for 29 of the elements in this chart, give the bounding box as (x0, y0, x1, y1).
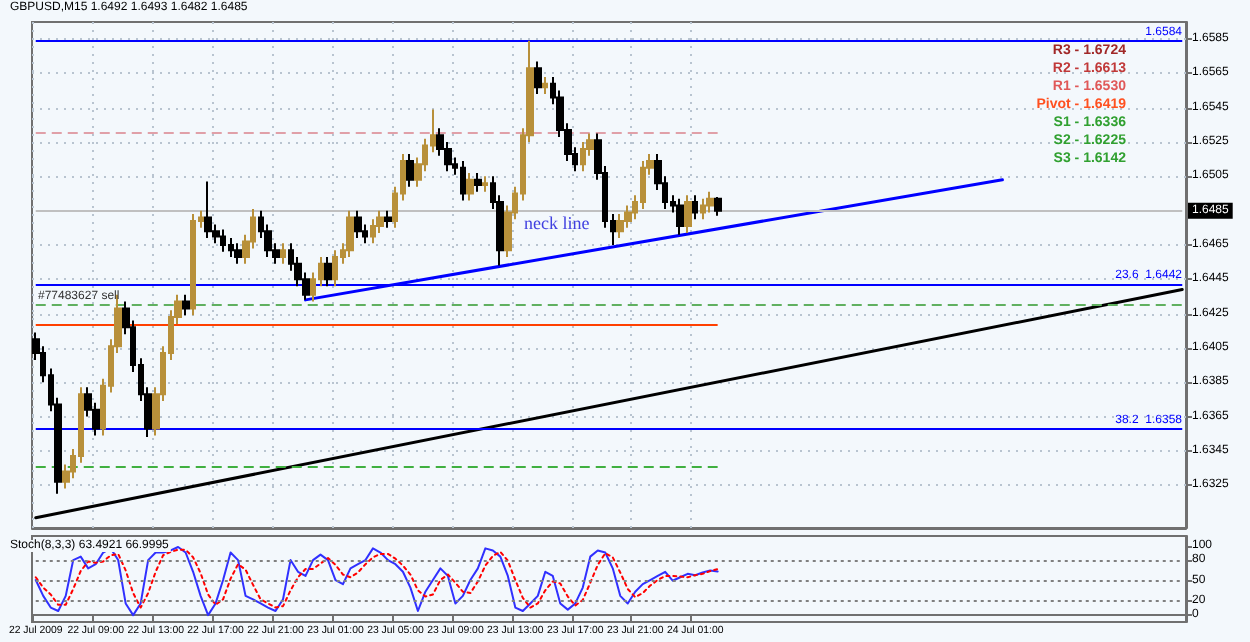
candlestick (534, 60, 542, 96)
annotation: neck line (524, 213, 590, 233)
candlestick (460, 159, 466, 202)
candlestick (234, 242, 242, 265)
candlestick (332, 249, 338, 288)
candlestick (370, 218, 376, 245)
candlestick (714, 195, 722, 217)
candlestick (542, 75, 548, 96)
candlestick (354, 209, 362, 240)
candlestick (324, 255, 332, 288)
candlestick (676, 197, 684, 236)
candlestick (700, 197, 706, 221)
candlestick (580, 141, 586, 173)
candlestick (616, 213, 624, 240)
candlestick (384, 209, 392, 229)
candlestick (182, 293, 190, 317)
candlestick (466, 171, 474, 202)
candlestick (474, 171, 482, 193)
candlestick (482, 175, 488, 193)
candlestick (406, 153, 414, 188)
candlestick (280, 242, 286, 265)
candlestick (706, 190, 714, 214)
candlestick (220, 228, 226, 253)
candlestick (684, 194, 692, 234)
candlestick (346, 209, 354, 258)
candlestick (204, 180, 212, 240)
candlestick (228, 237, 234, 258)
candlestick (190, 213, 196, 317)
candlestick (692, 194, 698, 221)
